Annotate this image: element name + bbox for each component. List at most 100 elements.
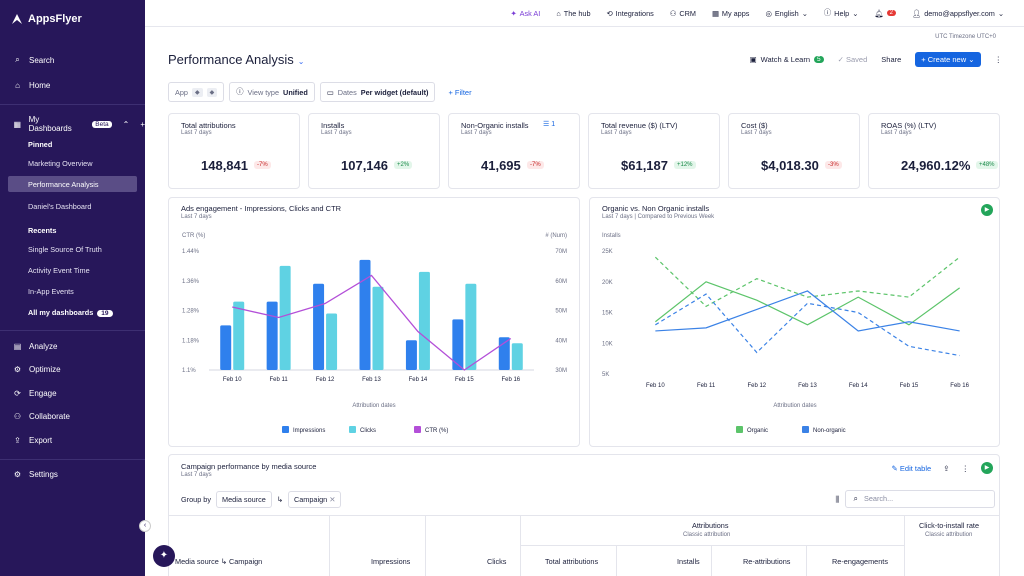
legend-swatch — [349, 426, 356, 433]
app-filter[interactable]: App ◆ ◆ — [168, 82, 225, 102]
share-button[interactable]: Share — [881, 55, 902, 64]
sidebar-divider — [0, 330, 145, 331]
sidebar-item-search[interactable]: ⌕ Search — [0, 55, 145, 65]
group-media-source[interactable]: Media source — [216, 491, 272, 508]
crm-icon: ⚇ — [669, 8, 677, 18]
sidebar-pinned-performance-analysis[interactable]: Performance Analysis — [28, 180, 99, 189]
watch-learn-button[interactable]: ▣ Watch & Learn 5 — [750, 55, 824, 64]
view-type-filter[interactable]: ⓘ View type Unified — [229, 82, 315, 102]
notifications-button[interactable]: 🔔︎ 2 — [874, 9, 896, 18]
close-icon[interactable]: ✕ — [329, 495, 336, 504]
bar-impressions — [405, 340, 417, 370]
col-header-impressions[interactable]: Impressions — [371, 557, 411, 566]
more-options-icon[interactable]: ⋮ — [994, 55, 1003, 64]
user-menu[interactable]: 👤︎ demo@appsflyer.com ⌄ — [911, 8, 1004, 18]
android-icon: ◆ — [209, 89, 215, 96]
sidebar-item-collaborate[interactable]: ⚇ Collaborate — [13, 412, 70, 421]
kpi-period: Last 7 days — [321, 130, 352, 136]
optimize-icon: ⚙ — [13, 365, 22, 374]
columns-icon[interactable]: ⫼ — [835, 495, 839, 504]
my-apps-link[interactable]: ▦ My apps — [711, 8, 750, 18]
col-header-installs[interactable]: Installs — [677, 557, 700, 566]
create-new-button[interactable]: + Create new ⌄ — [915, 52, 981, 67]
kpi-delta-badge: +48% — [976, 161, 998, 169]
search-icon: ⌕ — [853, 494, 858, 503]
table-divider — [169, 515, 999, 516]
bell-icon: 🔔︎ — [874, 8, 884, 18]
brand-logo[interactable]: AppsFlyer — [10, 12, 82, 26]
sidebar-item-optimize[interactable]: ⚙ Optimize — [13, 365, 61, 374]
sidebar-item-my-dashboards[interactable]: ▦ My Dashboards Beta ⌃ + — [13, 115, 145, 133]
kpi-delta-badge: +2% — [394, 161, 413, 169]
page-title[interactable]: Performance Analysis ⌄ — [168, 52, 305, 67]
y-tick-right: 30M — [555, 368, 567, 374]
ctr-line — [232, 274, 512, 371]
add-icon[interactable]: + — [140, 119, 145, 129]
sidebar-recent-item[interactable]: In-App Events — [28, 287, 74, 296]
chevron-up-icon[interactable]: ⌃ — [122, 119, 130, 129]
kpi-delta-badge: -7% — [254, 161, 271, 169]
kpi-card[interactable]: ROAS (%) (LTV) Last 7 days 24,960.12% +48% — [868, 113, 1000, 189]
kpi-card[interactable]: Installs Last 7 days 107,146 +2% — [308, 113, 440, 189]
sidebar-item-settings[interactable]: ⚙ Settings — [13, 470, 58, 479]
help-menu[interactable]: ⓘ Help ⌄ — [823, 8, 859, 18]
sidebar-pinned-daniels-dashboard[interactable]: Daniel's Dashboard — [28, 202, 92, 211]
col-header-re-engagements[interactable]: Re-engagements — [832, 557, 888, 566]
active-item-highlight — [8, 176, 137, 192]
col-header-clicks[interactable]: Clicks — [487, 557, 507, 566]
ask-ai-link[interactable]: ✦ Ask AI — [510, 8, 541, 18]
legend-label: Non-organic — [813, 428, 846, 434]
edit-table-button[interactable]: ✎ Edit table — [891, 463, 932, 473]
sidebar-item-analyze[interactable]: ▤ Analyze — [13, 342, 58, 351]
table-search-input[interactable]: Search... — [845, 490, 995, 508]
collapse-sidebar-button[interactable]: ‹ — [139, 520, 151, 532]
x-tick-label: Feb 14 — [849, 383, 868, 389]
add-filter-button[interactable]: + Filter — [448, 87, 472, 97]
play-icon[interactable]: ▶ — [981, 204, 993, 216]
filter-bar: App ◆ ◆ ⓘ View type Unified ▭ Dates Per widget… — [168, 82, 472, 102]
kpi-card[interactable]: Cost ($) Last 7 days $4,018.30 -3% — [728, 113, 860, 189]
plus-icon: + — [448, 87, 455, 97]
subdirectory-arrow-icon: ↳ — [276, 495, 283, 504]
col-divider — [711, 545, 712, 576]
sidebar-recent-item[interactable]: Single Source Of Truth — [28, 245, 102, 254]
y-tick-label: 10K — [602, 341, 613, 347]
group-campaign[interactable]: Campaign ✕ — [287, 491, 342, 508]
kpi-card[interactable]: Total revenue ($) (LTV) Last 7 days $61,18… — [588, 113, 720, 189]
sidebar-item-engage[interactable]: ⟳ Engage — [14, 389, 57, 398]
col-header-total-attributions[interactable]: Total attributions — [545, 557, 599, 566]
sidebar-item-export[interactable]: ⇪ Export — [14, 436, 53, 445]
play-icon[interactable]: ▶ — [981, 462, 993, 474]
col-header-re-attributions[interactable]: Re-attributions — [743, 557, 791, 566]
chevron-down-icon: ⌄ — [966, 55, 975, 64]
sidebar-recent-item[interactable]: Activity Event Time — [28, 266, 90, 275]
kpi-card[interactable]: Non-Organic installs Last 7 days 41,695 -7%… — [448, 113, 580, 189]
y-tick-label: 5K — [602, 372, 609, 378]
y-tick-left: 1.28% — [182, 309, 200, 315]
export-icon[interactable]: ⇪ — [943, 463, 950, 473]
col-header-media-source[interactable]: Media source ↳ Campaign — [175, 557, 263, 566]
y-tick-right: 50M — [555, 309, 567, 315]
kpi-card[interactable]: Total attributions Last 7 days 148,841 -7% — [168, 113, 300, 189]
ai-assistant-button[interactable]: ✦ — [153, 545, 175, 567]
x-tick-label: Feb 10 — [646, 383, 665, 389]
user-icon: 👤︎ — [911, 8, 922, 18]
kpi-value: $4,018.30 — [761, 158, 819, 173]
legend-label: CTR (%) — [425, 428, 448, 434]
header-actions: ▣ Watch & Learn 5 ✓ Saved Share + Create n… — [750, 52, 1002, 67]
sidebar-all-dashboards[interactable]: All my dashboards 19 — [28, 308, 113, 317]
crm-link[interactable]: ⚇ CRM — [669, 8, 696, 18]
hub-link[interactable]: ⌂ The hub — [556, 8, 591, 18]
chart-subtitle: Last 7 days | Compared to Previous Week — [602, 214, 715, 220]
sidebar-item-home[interactable]: ⌂ Home — [0, 81, 145, 90]
more-options-icon[interactable]: ⋮ — [961, 463, 970, 473]
language-select[interactable]: ◎ English ⌄ — [765, 8, 808, 18]
kpi-filter-indicator[interactable]: ☰ 1 — [543, 121, 556, 128]
legend-swatch — [282, 426, 289, 433]
kpi-label: Installs — [321, 121, 345, 130]
integrations-link[interactable]: ⟲ Integrations — [606, 8, 654, 18]
kpi-delta-badge: +12% — [674, 161, 696, 169]
sidebar-pinned-marketing-overview[interactable]: Marketing Overview — [28, 159, 93, 168]
x-tick-label: Feb 12 — [316, 377, 335, 383]
dates-filter[interactable]: ▭ Dates Per widget (default) — [319, 82, 436, 102]
